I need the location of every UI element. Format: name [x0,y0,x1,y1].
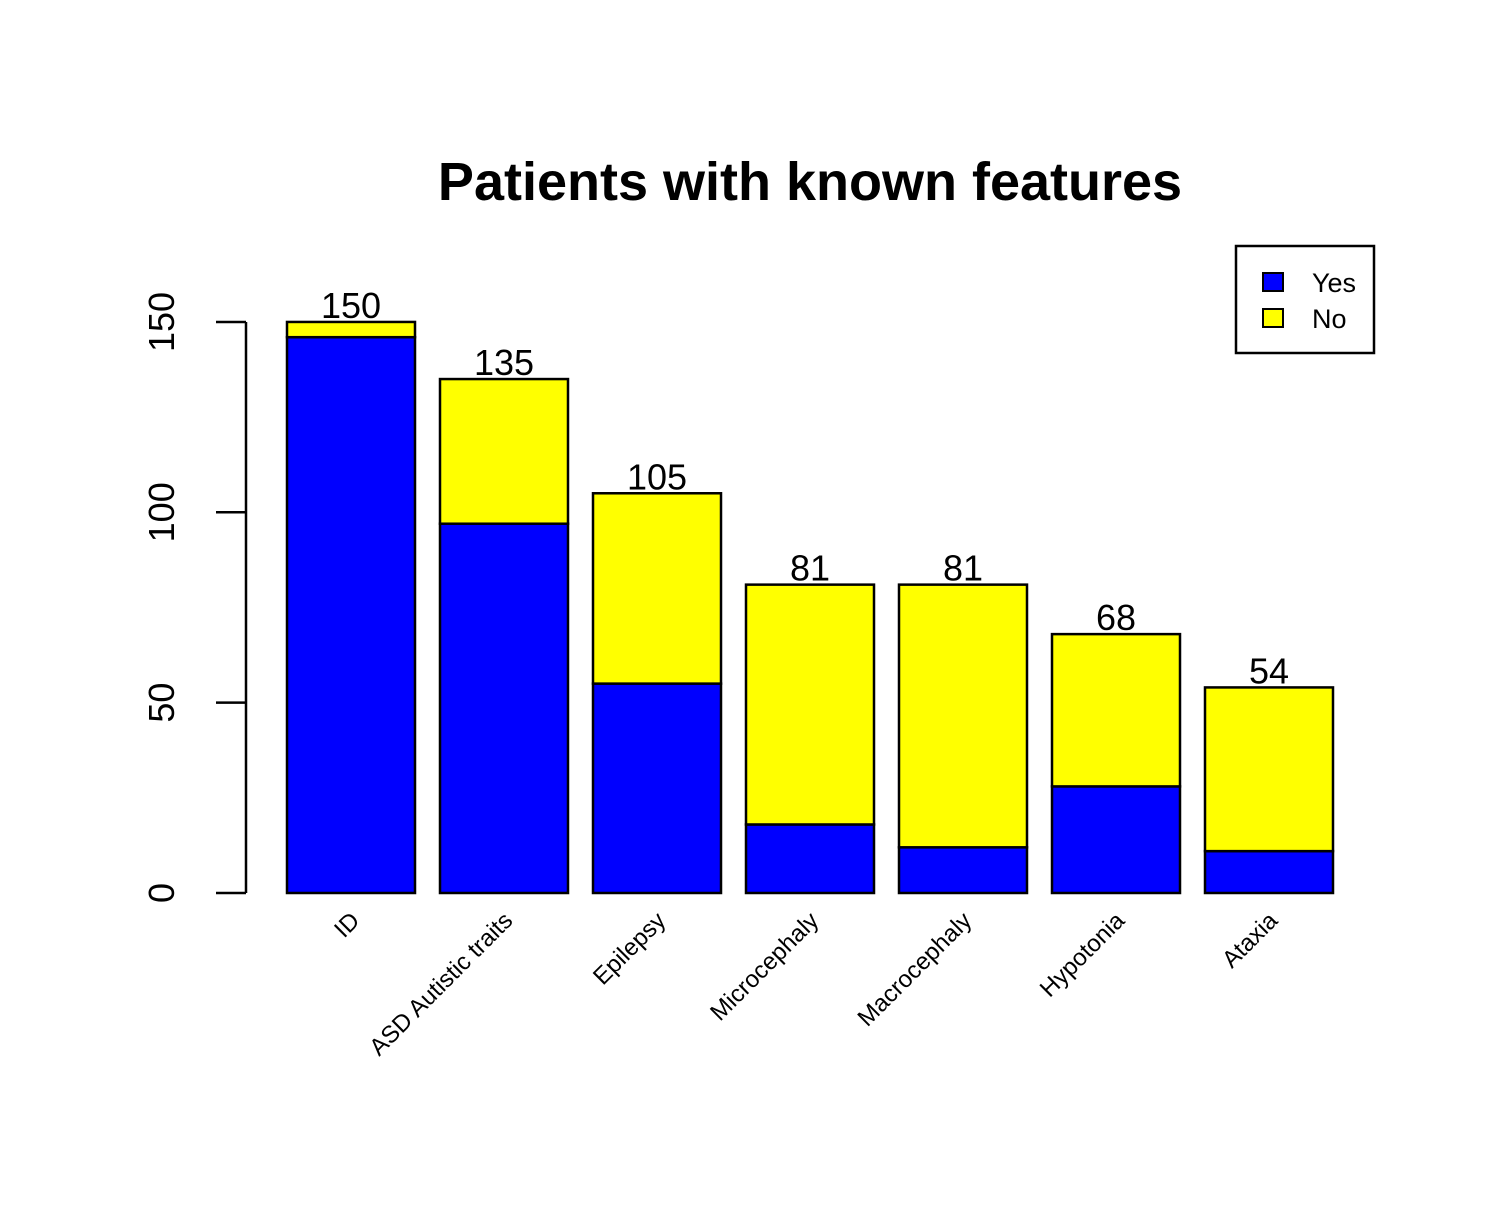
chart-title: Patients with known features [438,152,1182,212]
x-tick-label: ASD Autistic traits [364,907,518,1061]
bar-segment-no [438,377,570,525]
bar-segment-yes [897,846,1029,895]
bar-total-label: 81 [790,548,830,589]
legend-label-yes: Yes [1312,268,1356,298]
x-axis-labels: ID ASD Autistic traits Epilepsy Microcephal… [329,907,1284,1061]
bar-total-label: 81 [943,548,983,589]
y-tick-label: 50 [141,683,182,723]
bar-segment-yes [591,682,723,895]
bars-layer: 150 135 105 81 81 68 54 [285,285,1335,895]
bar-segment-yes [438,522,570,895]
bar-segment-yes [744,823,876,895]
bar-segment-no [285,320,417,339]
bar-segment-no [591,492,723,685]
bar-total-label: 68 [1096,597,1136,638]
bar-segment-no [1203,686,1335,853]
x-tick-label: Ataxia [1217,907,1284,974]
x-tick-label: Macrocephaly [853,907,978,1032]
legend: Yes No [1234,244,1376,355]
bar-segment-yes [1050,785,1182,895]
bar-total-label: 135 [474,342,534,383]
legend-swatch-yes [1262,272,1284,292]
y-tick-label: 150 [141,292,182,352]
bar-total-label: 105 [627,456,687,497]
bar-total-label: 150 [321,285,381,326]
legend-box [1234,244,1376,355]
y-axis: 0 50 100 150 [141,292,248,903]
y-tick-label: 100 [141,482,182,542]
bar-segment-yes [1203,849,1335,895]
bar-segment-yes [285,335,417,895]
bar-segment-no [744,583,876,826]
legend-label-no: No [1312,304,1347,334]
bar-segment-no [897,583,1029,849]
x-tick-label: Microcephaly [705,907,824,1026]
x-tick-label: Epilepsy [588,907,671,990]
bar-total-label: 54 [1249,650,1289,691]
x-tick-label: ID [329,907,365,943]
y-tick-label: 0 [141,883,182,903]
legend-swatch-no [1262,308,1284,328]
bar-segment-no [1050,632,1182,788]
x-tick-label: Hypotonia [1035,907,1131,1003]
